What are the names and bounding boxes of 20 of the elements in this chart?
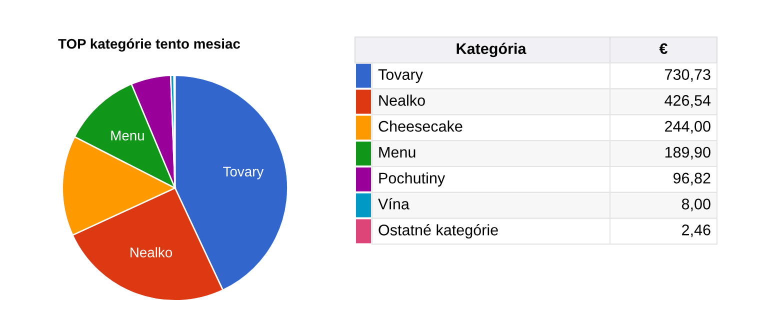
legend-label: Pochutiny <box>379 172 446 187</box>
slice-label: Tovary <box>223 166 264 180</box>
data-label: 8,00 <box>682 198 710 212</box>
data-label: 2,46 <box>682 224 710 238</box>
legend-label: Cheesecake <box>378 120 462 132</box>
legend-label: Nealko <box>379 94 425 106</box>
legend-label: Vína <box>378 198 410 210</box>
data-label: 730,73 <box>665 69 710 82</box>
text: € <box>659 43 668 54</box>
legend-label: Tovary <box>378 69 423 83</box>
data-label: 426,54 <box>664 95 711 108</box>
chart-title: TOP kategórie tento mesiac <box>58 38 240 52</box>
data-label: 189,90 <box>665 146 710 160</box>
legend-title: Kategória <box>456 42 526 58</box>
legend-label: Menu <box>379 146 416 158</box>
data-label: 96,82 <box>673 172 710 186</box>
data-label: 244,00 <box>665 120 710 134</box>
slice-label: Menu <box>111 130 144 140</box>
legend-label: Ostatné kategórie <box>378 224 498 238</box>
slice-label: Nealko <box>130 247 172 258</box>
